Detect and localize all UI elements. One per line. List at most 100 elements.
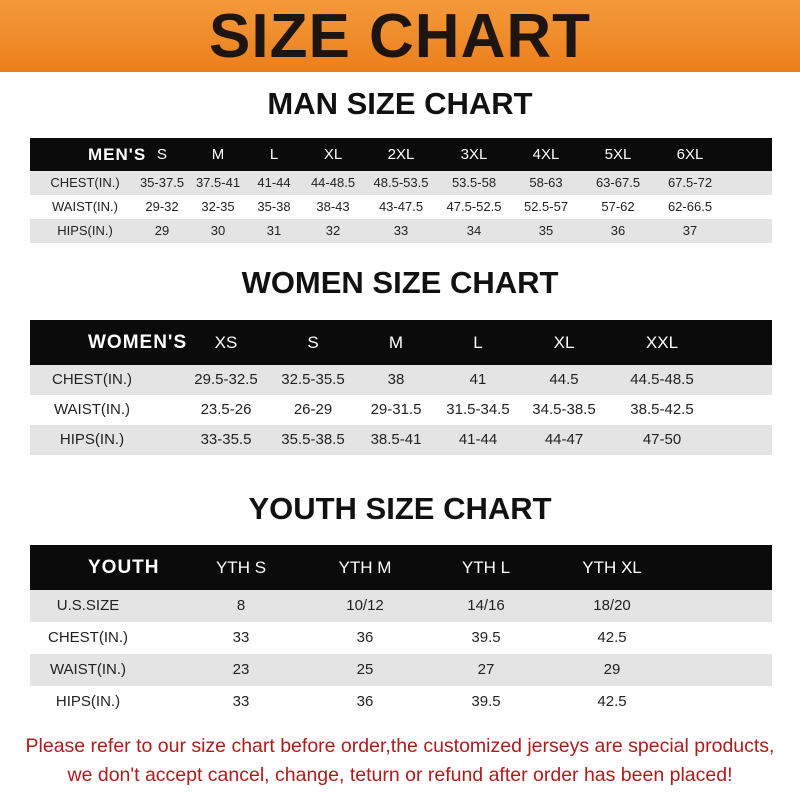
table-cell: 38-43	[316, 199, 350, 214]
size-header: YTH XL	[582, 558, 642, 577]
table-row: CHEST(IN.) 35-37.5 37.5-41 41-44 44-48.5 48.5…	[30, 171, 772, 195]
row-label: CHEST(IN.)	[52, 371, 132, 388]
table-corner-label: WOMEN'S	[88, 332, 188, 353]
table-corner-label: MEN'S	[88, 145, 147, 164]
table-cell: 23	[232, 661, 250, 678]
table-cell: 29	[603, 661, 621, 678]
table-cell: 52.5-57	[523, 199, 569, 214]
table-cell: 44.5	[549, 371, 579, 388]
table-cell: 44.5-48.5	[630, 371, 694, 388]
table-cell: 8	[236, 597, 246, 614]
table-row: WAIST(IN.) 23 25 27 29	[30, 654, 772, 686]
table-cell: 37	[682, 223, 698, 238]
row-label: U.S.SIZE	[56, 597, 120, 614]
table-cell: 32-35	[201, 199, 235, 214]
size-header: YTH M	[338, 558, 392, 577]
size-header: L	[269, 146, 279, 163]
size-header: L	[473, 333, 483, 352]
table-header-row: WOMEN'S XS S M L XL XXL	[30, 320, 772, 365]
women-section-title: WOMEN SIZE CHART	[241, 265, 559, 300]
table-cell: 10/12	[346, 597, 384, 614]
table-cell: 37.5-41	[195, 175, 241, 190]
table-cell: 47-50	[642, 431, 682, 448]
table-cell: 29-31.5	[370, 401, 422, 418]
row-label: WAIST(IN.)	[53, 401, 131, 418]
size-header: XS	[214, 333, 238, 352]
table-cell: 36	[356, 629, 374, 646]
size-header: 3XL	[460, 146, 488, 163]
table-cell: 34	[466, 223, 482, 238]
table-cell: 32.5-35.5	[281, 371, 345, 388]
table-cell: 31	[266, 223, 282, 238]
table-cell: 30	[210, 223, 226, 238]
size-header: XL	[553, 333, 575, 352]
table-cell: 32	[325, 223, 341, 238]
table-cell: 29-32	[145, 199, 179, 214]
table-cell: 39.5	[471, 629, 501, 646]
table-cell: 58-63	[529, 175, 563, 190]
notice-line-2: we don't accept cancel, change, teturn o…	[67, 764, 733, 786]
table-cell: 42.5	[597, 693, 627, 710]
table-cell: 43-47.5	[378, 199, 424, 214]
table-row: WAIST(IN.) 29-32 32-35 35-38 38-43 43-47.5 47.…	[30, 195, 772, 219]
table-cell: 35	[538, 223, 554, 238]
table-cell: 47.5-52.5	[446, 199, 502, 214]
table-cell: 62-66.5	[667, 199, 713, 214]
row-label: WAIST(IN.)	[49, 661, 127, 678]
table-cell: 14/16	[467, 597, 505, 614]
table-cell: 63-67.5	[595, 175, 641, 190]
table-corner-label: YOUTH	[88, 557, 160, 578]
size-header: M	[211, 146, 225, 163]
table-cell: 33	[393, 223, 409, 238]
table-header-row: MEN'S S M L XL 2XL 3XL 4XL 5XL 6XL	[30, 138, 772, 171]
row-label: CHEST(IN.)	[50, 175, 120, 190]
table-cell: 35-37.5	[139, 175, 185, 190]
table-row: HIPS(IN.) 33-35.5 35.5-38.5 38.5-41 41-44 44-…	[30, 425, 772, 455]
table-cell: 57-62	[601, 199, 635, 214]
table-cell: 53.5-58	[451, 175, 497, 190]
table-cell: 36	[356, 693, 374, 710]
size-header: YTH S	[215, 558, 267, 577]
size-header: S	[307, 333, 319, 352]
size-header: 2XL	[387, 146, 415, 163]
table-cell: 41-44	[458, 431, 498, 448]
table-cell: 34.5-38.5	[532, 401, 596, 418]
table-row: WAIST(IN.) 23.5-26 26-29 29-31.5 31.5-34.5 34…	[30, 395, 772, 425]
row-label: CHEST(IN.)	[48, 629, 128, 646]
row-label: HIPS(IN.)	[55, 693, 121, 710]
men-section-title: MAN SIZE CHART	[267, 86, 533, 121]
table-row: U.S.SIZE 8 10/12 14/16 18/20	[30, 590, 772, 622]
table-header-row: YOUTH YTH S YTH M YTH L YTH XL	[30, 545, 772, 590]
table-cell: 41-44	[257, 175, 291, 190]
table-cell: 35-38	[257, 199, 291, 214]
table-cell: 67.5-72	[667, 175, 713, 190]
table-cell: 18/20	[593, 597, 631, 614]
row-label: HIPS(IN.)	[59, 431, 125, 448]
size-header: XL	[323, 146, 343, 163]
table-cell: 48.5-53.5	[373, 175, 429, 190]
table-cell: 23.5-26	[200, 401, 252, 418]
youth-section-title: YOUTH SIZE CHART	[248, 491, 552, 526]
size-header: 6XL	[676, 146, 704, 163]
table-cell: 38.5-42.5	[630, 401, 694, 418]
table-cell: 31.5-34.5	[446, 401, 510, 418]
table-cell: 38.5-41	[370, 431, 422, 448]
row-label: WAIST(IN.)	[52, 199, 118, 214]
table-cell: 26-29	[293, 401, 333, 418]
size-header: XXL	[645, 333, 679, 352]
table-row: CHEST(IN.) 33 36 39.5 42.5	[30, 622, 772, 654]
table-cell: 38	[387, 371, 405, 388]
size-header: 4XL	[532, 146, 560, 163]
men-size-table: MEN'S S M L XL 2XL 3XL 4XL 5XL 6XL CHEST(IN.) 35-37…	[30, 138, 772, 243]
table-cell: 35.5-38.5	[281, 431, 345, 448]
table-cell: 36	[610, 223, 626, 238]
table-cell: 44-47	[544, 431, 584, 448]
banner: SIZE CHART	[0, 0, 800, 72]
table-cell: 42.5	[597, 629, 627, 646]
table-cell: 33	[232, 693, 250, 710]
page-title: SIZE CHART	[209, 2, 591, 71]
table-cell: 29	[154, 223, 170, 238]
table-cell: 41	[469, 371, 487, 388]
size-header: 5XL	[604, 146, 632, 163]
size-header: YTH L	[461, 558, 511, 577]
